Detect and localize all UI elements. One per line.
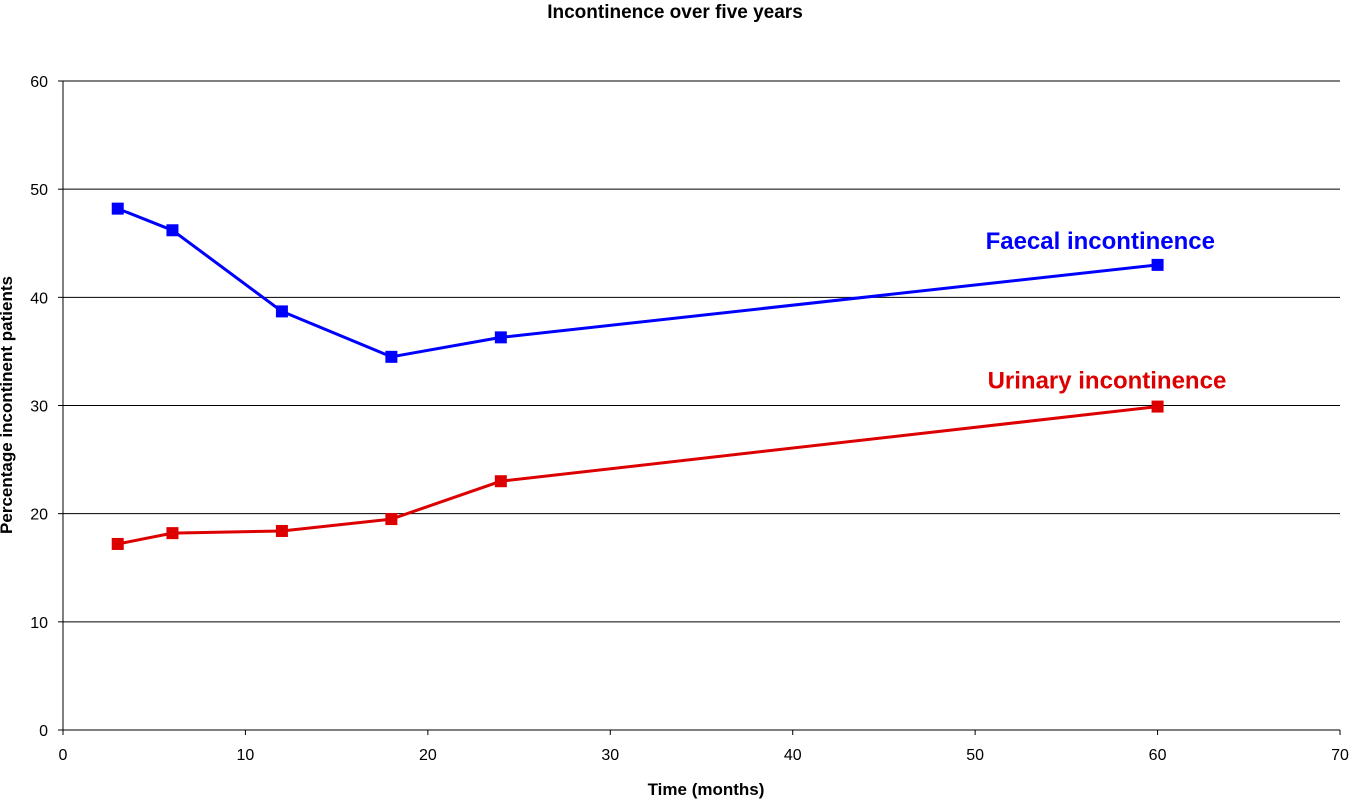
- x-tick-label: 50: [966, 747, 984, 764]
- chart-title: Incontinence over five years: [547, 2, 803, 23]
- y-tick-label: 0: [39, 723, 48, 740]
- gridlines: [63, 80, 1340, 623]
- axes: [58, 80, 1341, 735]
- y-tick-label: 40: [30, 290, 48, 307]
- faecal-point: [494, 331, 507, 344]
- urinary-series-line: [117, 405, 1158, 546]
- urinary-point: [111, 537, 124, 550]
- urinary-point: [494, 475, 507, 488]
- series: [111, 202, 1164, 550]
- urinary-point: [166, 527, 179, 540]
- x-axis-label: Time (months): [648, 780, 765, 799]
- y-axis-label: Percentage incontinent patients: [0, 276, 16, 534]
- urinary-point: [275, 524, 288, 537]
- y-tick-label: 10: [30, 615, 48, 632]
- faecal-point: [111, 202, 124, 215]
- urinary-point: [385, 513, 398, 526]
- x-tick-label: 30: [601, 747, 619, 764]
- y-tick-label: 50: [30, 182, 48, 199]
- faecal-point: [1151, 258, 1164, 271]
- y-tick-label: 30: [30, 399, 48, 416]
- series-labels: Faecal incontinence Urinary incontinence: [986, 228, 1227, 395]
- faecal-series-line: [117, 207, 1158, 359]
- x-tick-label: 70: [1331, 747, 1349, 764]
- faecal-point: [275, 305, 288, 318]
- tick-labels: 0 10 20 30 40 50 60 0 10 20 30 40 50 60 70: [30, 74, 1349, 764]
- faecal-point: [385, 350, 398, 363]
- x-tick-label: 40: [784, 747, 802, 764]
- y-tick-label: 60: [30, 74, 48, 91]
- x-tick-label: 20: [419, 747, 437, 764]
- x-tick-label: 60: [1149, 747, 1167, 764]
- x-tick-label: 0: [59, 747, 68, 764]
- urinary-point: [1151, 400, 1164, 413]
- y-tick-label: 20: [30, 507, 48, 524]
- urinary-series-label: Urinary incontinence: [988, 368, 1227, 395]
- x-tick-label: 10: [237, 747, 255, 764]
- faecal-point: [166, 224, 179, 237]
- faecal-series-label: Faecal incontinence: [986, 228, 1215, 255]
